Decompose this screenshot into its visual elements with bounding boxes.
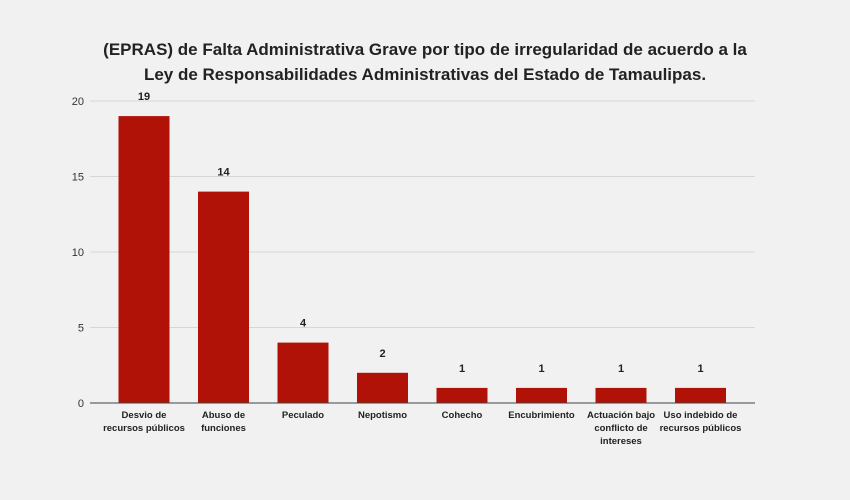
data-label: 2 [379,348,385,360]
data-label: 4 [300,318,307,330]
y-tick-label: 15 [72,172,84,184]
data-label: 1 [459,363,465,375]
bar [277,342,329,403]
data-label: 1 [618,363,624,375]
bar [436,387,488,403]
bar [198,191,249,403]
x-tick-label: Cohecho [441,410,483,421]
bar [516,387,567,403]
y-tick-label: 5 [78,323,84,335]
bar [595,387,647,403]
x-tick-label: Peculado [281,410,325,421]
x-tick-label: Uso indebido de recursos públicos [659,410,742,434]
x-tick-label: Desvio de recursos públicos [103,410,185,434]
y-tick-label: 0 [78,398,84,410]
x-tick-label: Actuación bajo conflicto de intereses [586,410,656,447]
data-label: 14 [217,167,230,179]
chart-title-line-1: (EPRAS) de Falta Administrativa Grave po… [103,40,747,59]
chart-title-line-2: Ley de Responsabilidades Administrativas… [143,65,707,84]
data-label: 1 [538,363,544,375]
bar [118,116,170,403]
x-tick-label: Encubrimiento [508,410,575,421]
bar [357,372,408,403]
x-tick-label: Nepotismo [357,410,408,421]
x-tick-label: Abuso de funciones [201,410,246,434]
y-tick-label: 10 [72,247,84,259]
data-label: 1 [697,363,703,375]
y-tick-label: 20 [72,96,84,108]
bar [675,387,726,403]
data-label: 19 [138,91,150,103]
chart-title: (EPRAS) de Falta Administrativa Grave po… [0,37,850,87]
